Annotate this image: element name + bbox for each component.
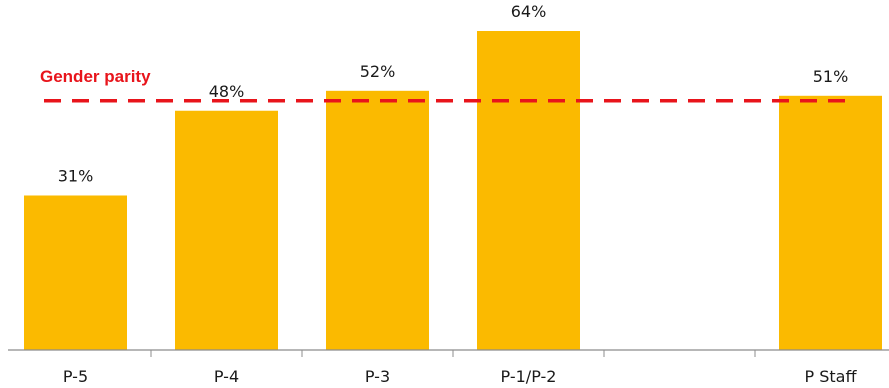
category-label: P-5 <box>63 367 88 386</box>
value-label: 48% <box>209 82 245 101</box>
bar-p-staff <box>779 95 882 350</box>
category-label: P-4 <box>214 367 239 386</box>
bar-p-1-p-2 <box>477 31 580 350</box>
value-labels-layer: 31% 48% 52% 64% 51% <box>58 2 849 185</box>
gender-parity-label: Gender parity <box>40 67 151 86</box>
category-label: P-1/P-2 <box>501 367 557 386</box>
bar-p-3 <box>326 90 429 350</box>
value-label: 64% <box>511 2 547 21</box>
category-label: P Staff <box>805 367 858 386</box>
bars-layer <box>24 31 882 350</box>
bar-p-5 <box>24 195 127 350</box>
value-label: 51% <box>813 67 849 86</box>
value-label: 52% <box>360 62 396 81</box>
x-axis-ticks <box>150 350 756 357</box>
category-label: P-3 <box>365 367 390 386</box>
bar-p-4 <box>175 110 278 350</box>
category-labels-layer: P-5 P-4 P-3 P-1/P-2 P Staff <box>63 367 858 386</box>
top-panel <box>215 0 889 8</box>
value-label: 31% <box>58 166 94 185</box>
